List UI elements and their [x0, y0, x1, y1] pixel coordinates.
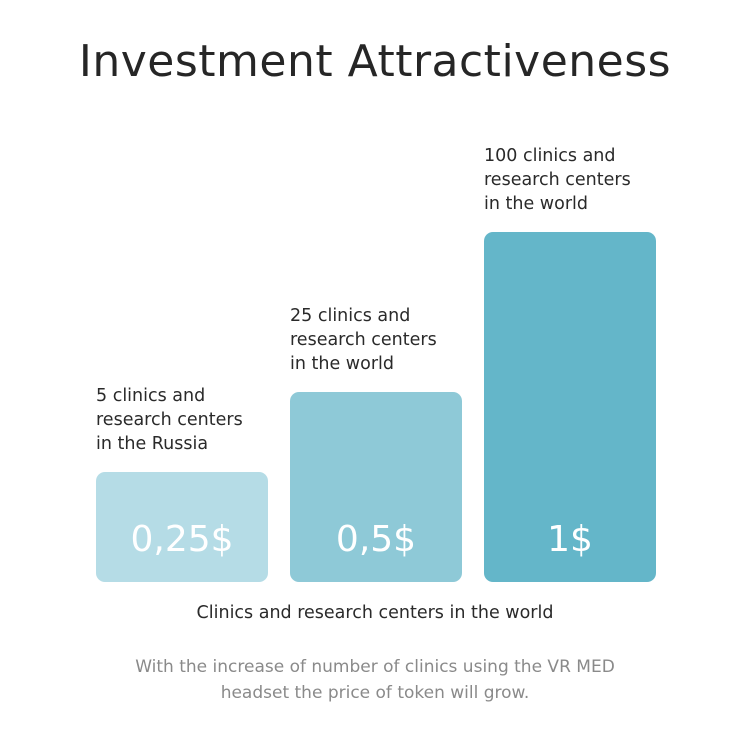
category-label-line: 25 clinics and — [290, 306, 411, 326]
chart-title: Investment Attractiveness — [78, 36, 672, 87]
category-label-line: in the world — [290, 354, 394, 374]
category-label-line: research centers — [290, 330, 437, 350]
bar: 0,5$ — [290, 392, 462, 582]
footnote: With the increase of number of clinics u… — [0, 654, 750, 706]
category-label-line: 100 clinics and — [484, 146, 616, 166]
category-label-line: research centers — [484, 170, 631, 190]
category-label: 25 clinics and research centers in the wor… — [290, 304, 437, 376]
bar-value-label: 0,5$ — [335, 519, 417, 560]
bar: 0,25$ — [96, 472, 268, 582]
bar: 1$ — [484, 232, 656, 582]
category-label-line: in the Russia — [96, 434, 209, 454]
bar-value-label: 0,25$ — [130, 519, 234, 560]
category-label: 100 clinics and research centers in the wo… — [484, 144, 631, 216]
category-label-line: research centers — [96, 410, 243, 430]
footnote-line: headset the price of token will grow. — [220, 683, 530, 703]
category-label-line: in the world — [484, 194, 588, 214]
bar-value-label: 1$ — [547, 519, 593, 560]
x-axis-label: Clinics and research centers in the worl… — [196, 603, 554, 623]
category-label-line: 5 clinics and — [96, 386, 206, 406]
footnote-line: With the increase of number of clinics u… — [135, 657, 615, 677]
category-label: 5 clinics and research centers in the Russ… — [96, 384, 243, 456]
